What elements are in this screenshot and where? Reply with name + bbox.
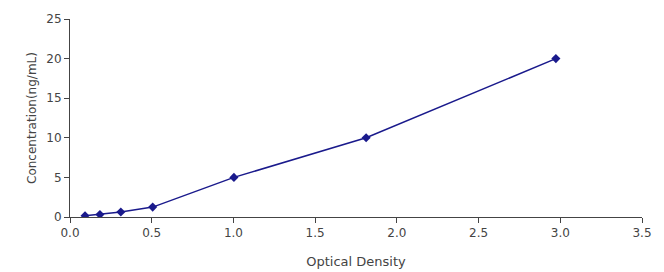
svg-text:2.5: 2.5 bbox=[469, 226, 488, 240]
svg-text:Concentration(ng/mL): Concentration(ng/mL) bbox=[25, 52, 39, 184]
svg-text:15: 15 bbox=[46, 91, 61, 105]
svg-text:20: 20 bbox=[46, 52, 61, 66]
svg-text:1.5: 1.5 bbox=[306, 226, 325, 240]
svg-text:10: 10 bbox=[46, 131, 61, 145]
svg-text:0.0: 0.0 bbox=[60, 226, 79, 240]
svg-text:3.5: 3.5 bbox=[632, 226, 651, 240]
svg-text:1.0: 1.0 bbox=[224, 226, 243, 240]
svg-text:Optical Density: Optical Density bbox=[306, 254, 406, 269]
svg-text:0.5: 0.5 bbox=[142, 226, 161, 240]
svg-text:0: 0 bbox=[54, 210, 62, 224]
svg-text:5: 5 bbox=[54, 171, 62, 185]
svg-text:3.0: 3.0 bbox=[551, 226, 570, 240]
svg-text:25: 25 bbox=[46, 12, 61, 26]
svg-text:2.0: 2.0 bbox=[387, 226, 406, 240]
